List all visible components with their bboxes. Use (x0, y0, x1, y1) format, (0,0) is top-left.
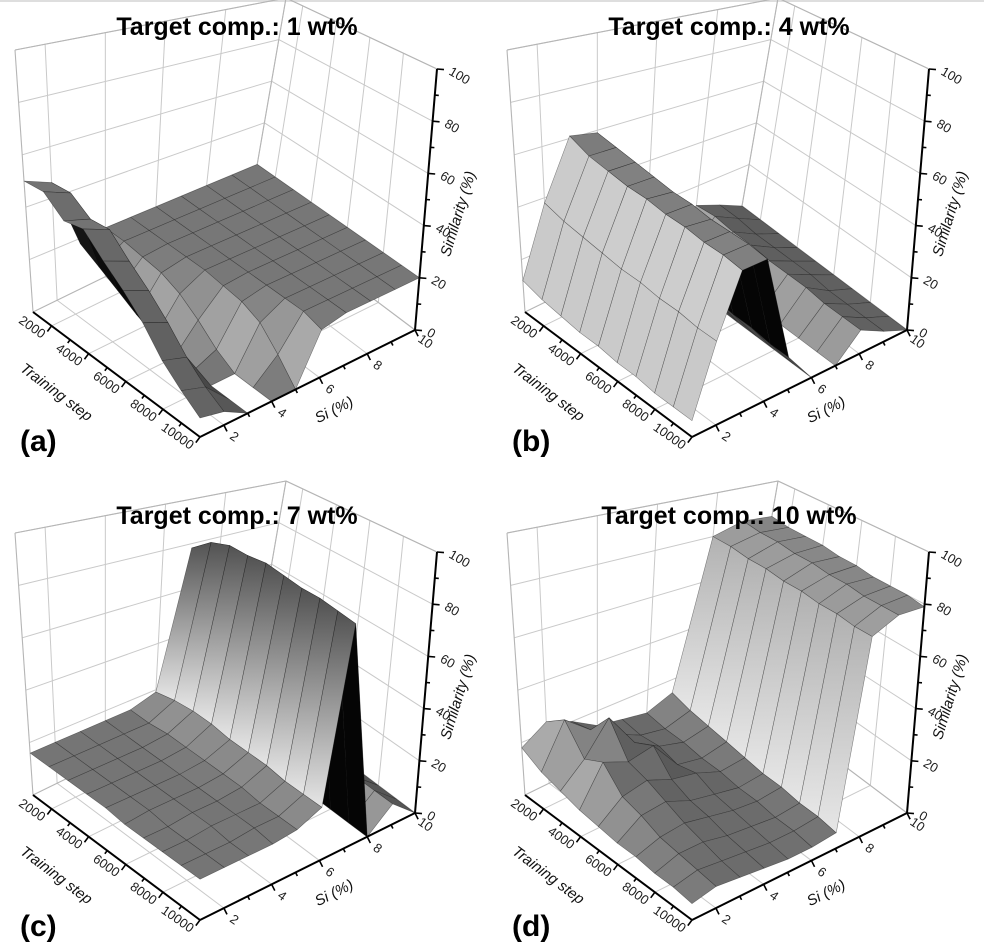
y-tick-label: 2 (719, 911, 734, 927)
y-tick-label: 10 (415, 331, 435, 352)
x-axis-title: Training step (509, 360, 588, 425)
y-tick-label: 4 (767, 887, 782, 903)
y-tick-label: 8 (371, 840, 386, 856)
x-tick-label: 6000 (90, 851, 122, 880)
x-tick-label: 8000 (127, 396, 159, 425)
panel-b: 2000 4000 6000 8000 10000 2 4 6 8 10 0 20 40 60 80 100 T… (492, 0, 984, 474)
y-tick-label: 4 (275, 887, 290, 903)
x-tick-label: 8000 (619, 396, 651, 425)
x-tick-label: 6000 (90, 368, 122, 397)
x-axis-title: Training step (17, 360, 96, 425)
x-tick-label: 2000 (508, 795, 540, 824)
x-tick-label: 4000 (53, 340, 85, 369)
z-tick-label: 80 (442, 116, 462, 136)
x-tick-label: 6000 (582, 851, 614, 880)
x-tick-label: 10000 (651, 419, 689, 452)
z-tick-label: 80 (934, 116, 954, 136)
y-tick-label: 10 (415, 814, 435, 835)
x-tick-label: 10000 (159, 902, 197, 935)
y-axis-title: Si (%) (312, 393, 356, 427)
z-tick-label: 20 (921, 272, 941, 292)
z-tick-label: 60 (438, 651, 458, 671)
x-tick-label: 2000 (16, 312, 48, 341)
z-tick-label: 20 (429, 755, 449, 775)
x-tick-label: 8000 (127, 879, 159, 908)
y-tick-label: 2 (227, 428, 242, 444)
x-tick-label: 2000 (508, 312, 540, 341)
z-tick-label: 40 (433, 220, 453, 240)
z-tick-label: 20 (429, 272, 449, 292)
x-tick-label: 8000 (619, 879, 651, 908)
x-axis-title: Training step (17, 843, 96, 908)
panel-a: 2000 4000 6000 8000 10000 2 4 6 8 10 0 20 40 60 80 100 T… (0, 0, 492, 474)
z-tick-label: 60 (930, 651, 950, 671)
x-tick-label: 10000 (159, 419, 197, 452)
y-tick-label: 8 (371, 357, 386, 373)
z-tick-label: 60 (438, 168, 458, 188)
y-tick-label: 6 (815, 864, 830, 880)
y-tick-label: 8 (863, 840, 878, 856)
z-tick-label: 40 (433, 703, 453, 723)
x-tick-label: 6000 (582, 368, 614, 397)
z-tick-label: 100 (447, 547, 473, 571)
y-axis-title: Si (%) (312, 876, 356, 910)
y-tick-label: 6 (323, 381, 338, 397)
y-tick-label: 4 (767, 404, 782, 420)
z-tick-label: 100 (447, 64, 473, 88)
z-tick-label: 100 (939, 64, 965, 88)
y-tick-label: 2 (719, 428, 734, 444)
y-axis-title: Si (%) (804, 876, 848, 910)
surface-mesh (23, 164, 420, 419)
z-tick-label: 40 (925, 220, 945, 240)
window-top-edge (0, 0, 984, 2)
z-tick-label: 80 (934, 599, 954, 619)
z-tick-label: 80 (442, 599, 462, 619)
y-tick-label: 4 (275, 404, 290, 420)
y-tick-label: 6 (815, 381, 830, 397)
x-tick-label: 4000 (53, 823, 85, 852)
panel-d: 2000 4000 6000 8000 10000 2 4 6 8 10 0 20 40 60 80 100 T… (492, 474, 984, 947)
y-tick-label: 6 (323, 864, 338, 880)
x-tick-label: 4000 (545, 823, 577, 852)
y-tick-label: 8 (863, 357, 878, 373)
x-axis-title: Training step (509, 843, 588, 908)
z-tick-label: 40 (925, 703, 945, 723)
z-tick-label: 20 (921, 755, 941, 775)
y-tick-label: 10 (907, 814, 927, 835)
surface-mesh (522, 132, 908, 421)
panel-c: 2000 4000 6000 8000 10000 2 4 6 8 10 0 20 40 60 80 100 T… (0, 474, 492, 947)
y-tick-label: 2 (227, 911, 242, 927)
x-tick-label: 4000 (545, 340, 577, 369)
surface-mesh (29, 542, 416, 880)
x-tick-label: 10000 (651, 902, 689, 935)
x-tick-label: 2000 (16, 795, 48, 824)
surface-mesh (521, 516, 925, 904)
y-tick-label: 10 (907, 331, 927, 352)
z-tick-label: 60 (930, 168, 950, 188)
z-tick-label: 100 (939, 547, 965, 571)
y-axis-title: Si (%) (804, 393, 848, 427)
